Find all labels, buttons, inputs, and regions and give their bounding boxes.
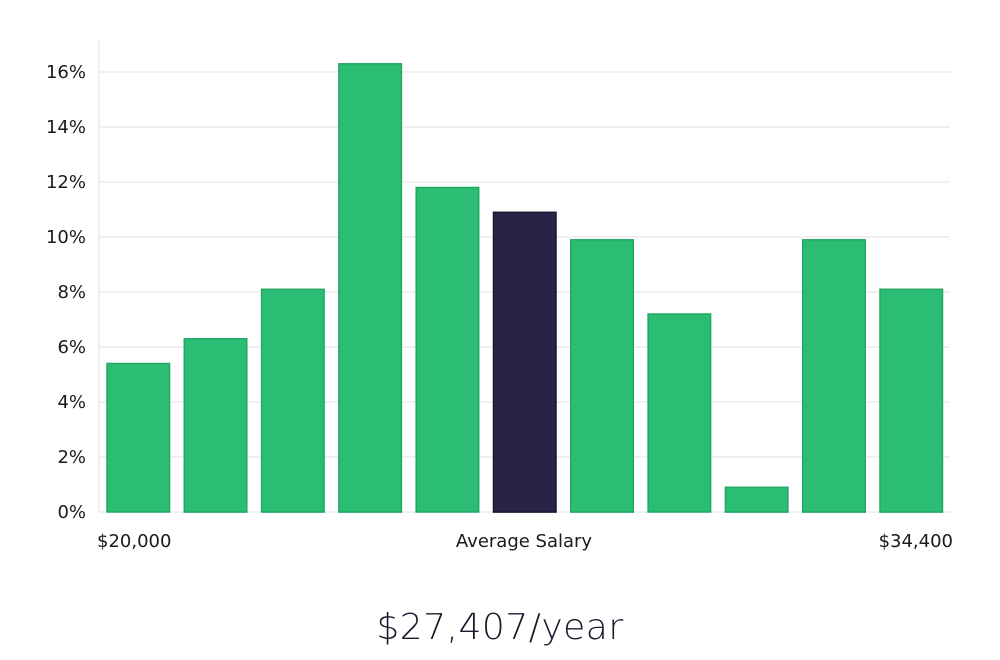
bar — [260, 288, 325, 513]
y-tick-label: 0% — [57, 502, 86, 523]
y-tick-labels: 0% 2% 4% 6% 8% 10% 12% 14% 16% — [46, 62, 86, 523]
y-tick-label: 16% — [46, 62, 86, 83]
x-label-left: $20,000 — [97, 531, 171, 552]
y-tick-label: 10% — [46, 227, 86, 248]
bar — [183, 338, 248, 513]
y-tick-label: 4% — [57, 392, 86, 413]
bar — [647, 313, 712, 513]
x-label-right: $34,400 — [879, 531, 953, 552]
y-tick-label: 14% — [46, 117, 86, 138]
bar — [724, 486, 789, 513]
bar-average-salary — [492, 211, 557, 513]
bar — [338, 63, 403, 513]
y-tick-label: 12% — [46, 172, 86, 193]
x-label-center: Average Salary — [456, 531, 593, 552]
y-tick-label: 8% — [57, 282, 86, 303]
bar — [801, 239, 866, 513]
bar — [415, 186, 480, 513]
bars — [106, 63, 944, 513]
salary-histogram: 0% 2% 4% 6% 8% 10% 12% 14% 16% $20,000 Average S… — [46, 40, 953, 552]
bar — [570, 239, 635, 513]
bar — [879, 288, 944, 513]
y-tick-label: 2% — [57, 447, 86, 468]
y-tick-label: 6% — [57, 337, 86, 358]
average-salary-value: $27,407/year — [376, 607, 624, 648]
bar — [106, 362, 171, 513]
